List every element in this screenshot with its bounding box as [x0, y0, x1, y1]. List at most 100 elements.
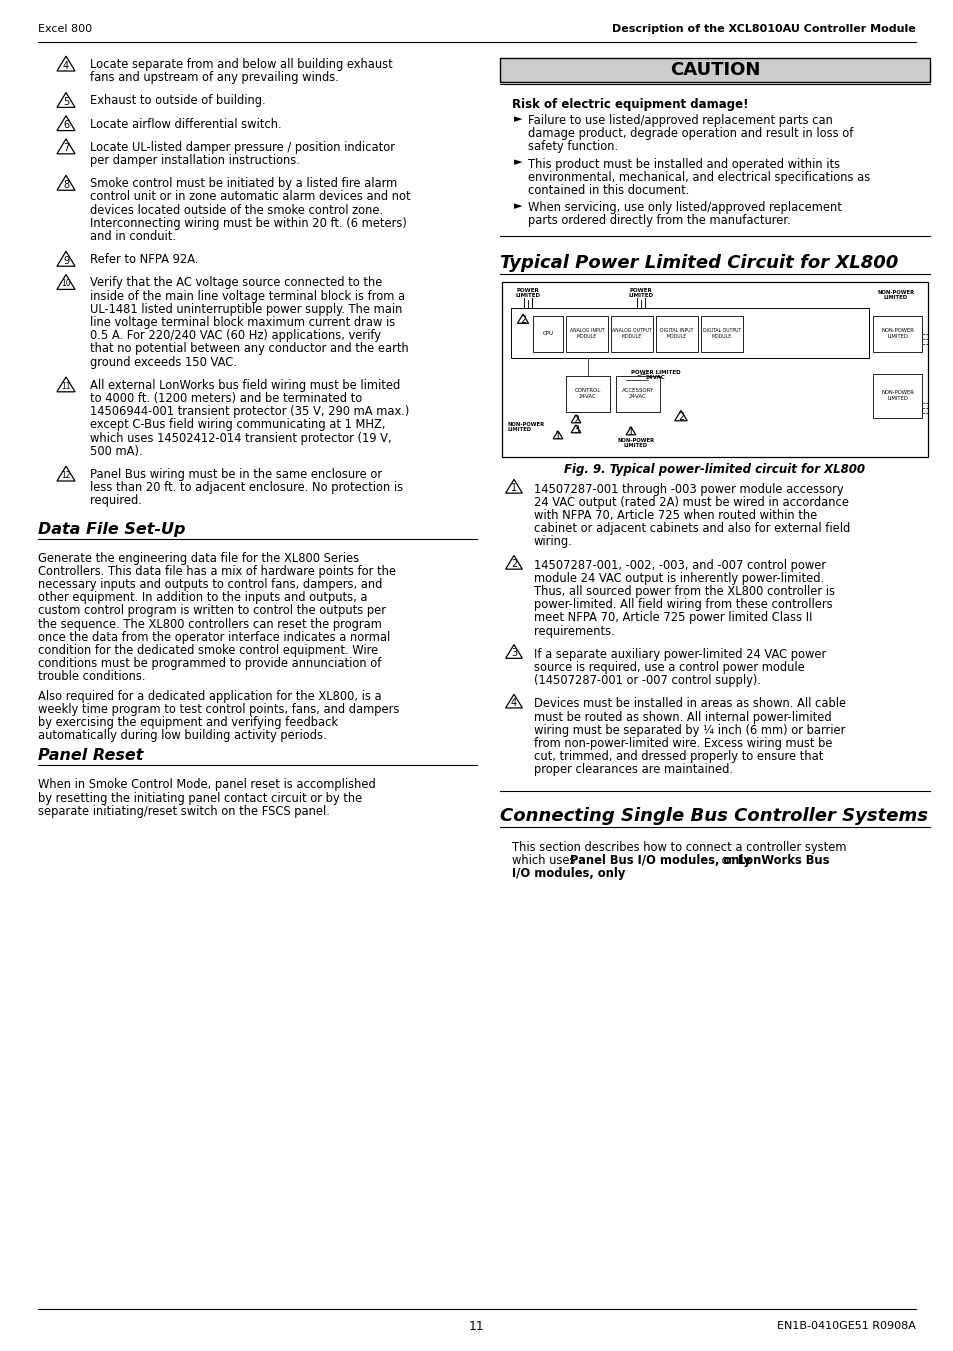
Text: trouble conditions.: trouble conditions. — [38, 670, 146, 684]
Text: 10: 10 — [61, 280, 71, 289]
Text: 2: 2 — [511, 559, 517, 569]
Text: Failure to use listed/approved replacement parts can: Failure to use listed/approved replaceme… — [527, 113, 832, 127]
Bar — [610, 316, 652, 351]
Text: power-limited. All field wiring from these controllers: power-limited. All field wiring from the… — [534, 598, 832, 611]
Text: ►: ► — [514, 113, 522, 124]
Text: (14507287-001 or -007 control supply).: (14507287-001 or -007 control supply). — [534, 674, 760, 688]
Text: ACCESSORY
24VAC: ACCESSORY 24VAC — [621, 388, 654, 399]
Text: except C-Bus field wiring communicating at 1 MHZ,: except C-Bus field wiring communicating … — [90, 419, 385, 431]
Text: POWER
LIMITED: POWER LIMITED — [628, 288, 653, 299]
Text: Also required for a dedicated application for the XL800, is a: Also required for a dedicated applicatio… — [38, 689, 381, 703]
Text: weekly time program to test control points, fans, and dampers: weekly time program to test control poin… — [38, 703, 399, 716]
Text: requirements.: requirements. — [534, 624, 614, 638]
Text: 11: 11 — [61, 382, 71, 390]
Text: EN1B-0410GE51 R0908A: EN1B-0410GE51 R0908A — [777, 1321, 915, 1331]
Text: control unit or in zone automatic alarm devices and not: control unit or in zone automatic alarm … — [90, 190, 410, 204]
Text: which uses 14502412-014 transient protector (19 V,: which uses 14502412-014 transient protec… — [90, 431, 392, 444]
Text: ►: ► — [514, 201, 522, 211]
Text: or: or — [718, 854, 737, 867]
Bar — [700, 316, 742, 351]
Text: required.: required. — [90, 494, 142, 508]
Bar — [565, 376, 609, 412]
Text: Panel Reset: Panel Reset — [38, 748, 143, 763]
Text: 24 VAC output (rated 2A) must be wired in accordance: 24 VAC output (rated 2A) must be wired i… — [534, 496, 848, 509]
Text: 1: 1 — [555, 431, 560, 440]
Text: ANALOG INPUT
MODULE: ANALOG INPUT MODULE — [569, 328, 604, 339]
Text: 11: 11 — [469, 1320, 484, 1332]
Text: UL-1481 listed uninterruptible power supply. The main: UL-1481 listed uninterruptible power sup… — [90, 303, 402, 316]
Text: This section describes how to connect a controller system: This section describes how to connect a … — [512, 840, 845, 854]
Text: proper clearances are maintained.: proper clearances are maintained. — [534, 763, 732, 777]
Bar — [499, 58, 929, 82]
Text: NON-POWER
LIMITED: NON-POWER LIMITED — [881, 328, 913, 339]
Text: ANALOG OUTPUT
MODULE: ANALOG OUTPUT MODULE — [612, 328, 651, 339]
Text: Excel 800: Excel 800 — [38, 24, 92, 34]
Text: condition for the dedicated smoke control equipment. Wire: condition for the dedicated smoke contro… — [38, 644, 377, 657]
Text: 500 mA).: 500 mA). — [90, 444, 143, 458]
Text: Controllers. This data file has a mix of hardware points for the: Controllers. This data file has a mix of… — [38, 565, 395, 578]
Text: devices located outside of the smoke control zone.: devices located outside of the smoke con… — [90, 204, 383, 216]
Text: that no potential between any conductor and the earth: that no potential between any conductor … — [90, 342, 408, 355]
Text: 12: 12 — [61, 471, 71, 480]
Text: 14506944-001 transient protector (35 V, 290 mA max.): 14506944-001 transient protector (35 V, … — [90, 405, 409, 419]
Text: 6: 6 — [63, 120, 69, 130]
Text: Refer to NFPA 92A.: Refer to NFPA 92A. — [90, 253, 198, 266]
Text: This product must be installed and operated within its: This product must be installed and opera… — [527, 158, 840, 170]
Text: Interconnecting wiring must be within 20 ft. (6 meters): Interconnecting wiring must be within 20… — [90, 216, 406, 230]
Text: source is required, use a control power module: source is required, use a control power … — [534, 661, 804, 674]
Text: .: . — [608, 867, 612, 880]
Text: 14507287-001 through -003 power module accessory: 14507287-001 through -003 power module a… — [534, 482, 842, 496]
Text: Devices must be installed in areas as shown. All cable: Devices must be installed in areas as sh… — [534, 697, 845, 711]
Text: meet NFPA 70, Article 725 power limited Class II: meet NFPA 70, Article 725 power limited … — [534, 612, 812, 624]
Text: Verify that the AC voltage source connected to the: Verify that the AC voltage source connec… — [90, 277, 382, 289]
Text: parts ordered directly from the manufacturer.: parts ordered directly from the manufact… — [527, 215, 790, 227]
Bar — [656, 316, 698, 351]
Text: by resetting the initiating panel contact circuit or by the: by resetting the initiating panel contac… — [38, 792, 362, 805]
Bar — [501, 281, 927, 457]
Text: cabinet or adjacent cabinets and also for external field: cabinet or adjacent cabinets and also fo… — [534, 523, 849, 535]
Text: CONTROL
24VAC: CONTROL 24VAC — [575, 388, 600, 399]
Text: per damper installation instructions.: per damper installation instructions. — [90, 154, 299, 168]
Text: When servicing, use only listed/approved replacement: When servicing, use only listed/approved… — [527, 201, 841, 215]
Text: Fig. 9. Typical power-limited circuit for XL800: Fig. 9. Typical power-limited circuit fo… — [564, 462, 864, 476]
Text: Risk of electric equipment damage!: Risk of electric equipment damage! — [512, 99, 748, 111]
Text: Locate separate from and below all building exhaust: Locate separate from and below all build… — [90, 58, 393, 72]
Text: CPU: CPU — [542, 331, 553, 336]
Text: 4: 4 — [511, 698, 517, 708]
Text: NON-POWER
LIMITED: NON-POWER LIMITED — [877, 289, 914, 300]
Text: module 24 VAC output is inherently power-limited.: module 24 VAC output is inherently power… — [534, 571, 823, 585]
Text: 0.5 A. For 220/240 VAC (60 Hz) applications, verify: 0.5 A. For 220/240 VAC (60 Hz) applicati… — [90, 330, 380, 342]
Text: Data File Set-Up: Data File Set-Up — [38, 521, 185, 536]
Text: 7: 7 — [63, 143, 69, 154]
Text: NON-POWER
LIMITED: NON-POWER LIMITED — [507, 422, 545, 432]
Text: and in conduit.: and in conduit. — [90, 230, 175, 243]
Text: with NFPA 70, Article 725 when routed within the: with NFPA 70, Article 725 when routed wi… — [534, 509, 817, 521]
Text: Locate airflow differential switch.: Locate airflow differential switch. — [90, 118, 281, 131]
Text: 2: 2 — [519, 315, 525, 326]
Text: cut, trimmed, and dressed properly to ensure that: cut, trimmed, and dressed properly to en… — [534, 750, 822, 763]
Text: less than 20 ft. to adjacent enclosure. No protection is: less than 20 ft. to adjacent enclosure. … — [90, 481, 403, 494]
Text: other equipment. In addition to the inputs and outputs, a: other equipment. In addition to the inpu… — [38, 592, 367, 604]
Text: 3: 3 — [511, 648, 517, 658]
Text: POWER LIMITED
24VAC: POWER LIMITED 24VAC — [631, 370, 680, 381]
Text: Panel Bus wiring must be in the same enclosure or: Panel Bus wiring must be in the same enc… — [90, 467, 382, 481]
Text: All external LonWorks bus field wiring must be limited: All external LonWorks bus field wiring m… — [90, 378, 400, 392]
Text: damage product, degrade operation and result in loss of: damage product, degrade operation and re… — [527, 127, 853, 141]
Text: LonWorks Bus: LonWorks Bus — [738, 854, 828, 867]
Text: DIGITAL OUTPUT
MODULE: DIGITAL OUTPUT MODULE — [702, 328, 740, 339]
Text: custom control program is written to control the outputs per: custom control program is written to con… — [38, 604, 386, 617]
Text: environmental, mechanical, and electrical specifications as: environmental, mechanical, and electrica… — [527, 170, 869, 184]
Text: CAUTION: CAUTION — [669, 61, 760, 78]
Text: 1: 1 — [511, 484, 517, 493]
Text: POWER
LIMITED: POWER LIMITED — [515, 288, 540, 299]
Text: 1: 1 — [627, 427, 634, 436]
Text: Smoke control must be initiated by a listed fire alarm: Smoke control must be initiated by a lis… — [90, 177, 396, 190]
Bar — [872, 316, 921, 351]
Text: automatically during low building activity periods.: automatically during low building activi… — [38, 730, 326, 742]
Text: conditions must be programmed to provide annunciation of: conditions must be programmed to provide… — [38, 657, 381, 670]
Text: contained in this document.: contained in this document. — [527, 184, 689, 197]
Text: Description of the XCL8010AU Controller Module: Description of the XCL8010AU Controller … — [612, 24, 915, 34]
Text: separate initiating/reset switch on the FSCS panel.: separate initiating/reset switch on the … — [38, 805, 330, 817]
Text: must be routed as shown. All internal power-limited: must be routed as shown. All internal po… — [534, 711, 831, 724]
Text: 9: 9 — [63, 255, 69, 266]
